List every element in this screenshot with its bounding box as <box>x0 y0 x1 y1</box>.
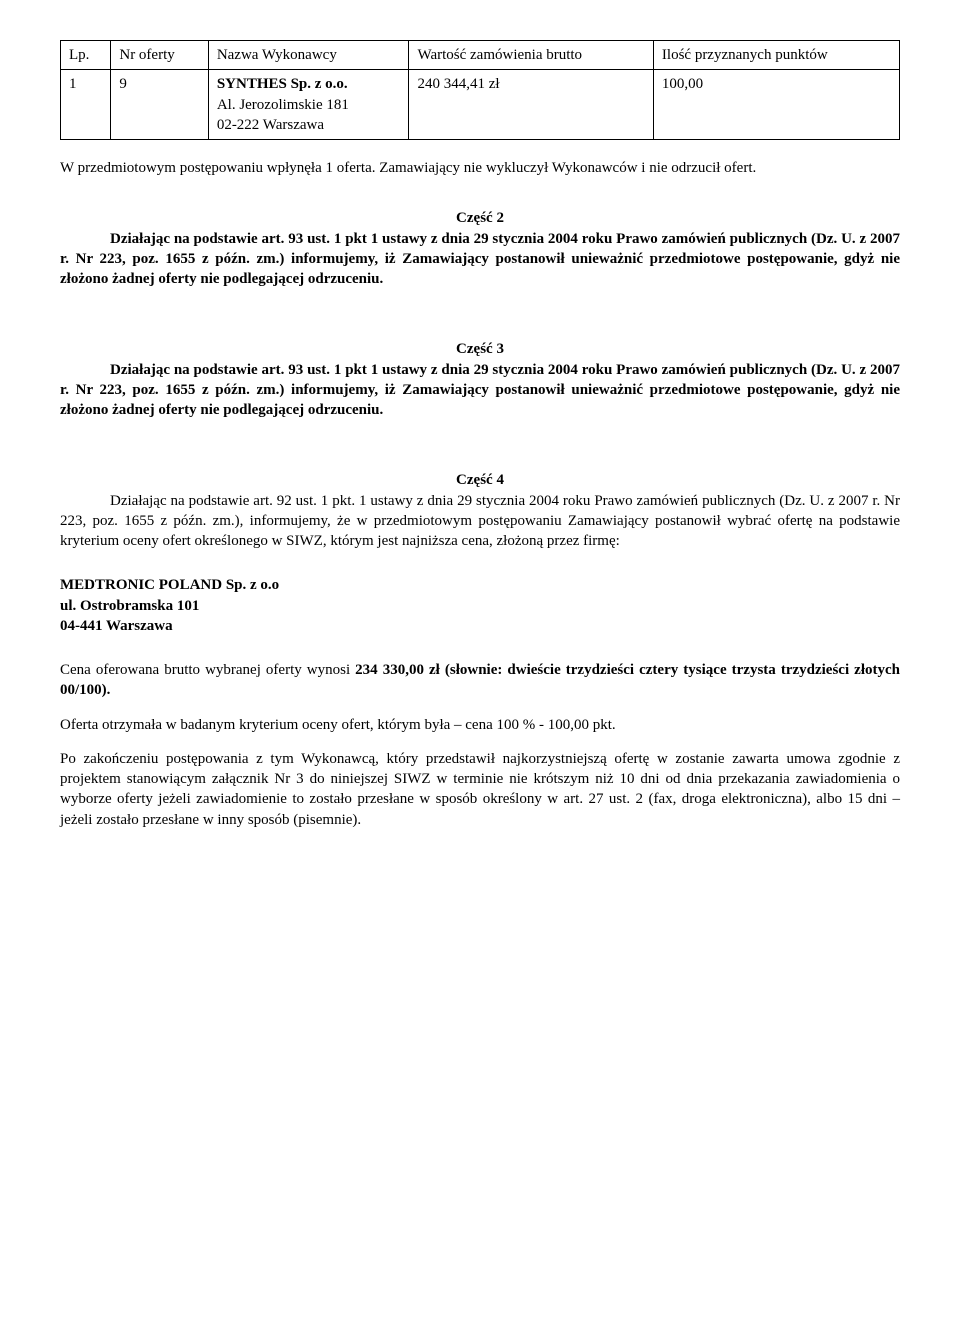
czesc4-text: Działając na podstawie art. 92 ust. 1 pk… <box>60 491 900 552</box>
offers-table: Lp. Nr oferty Nazwa Wykonawcy Wartość za… <box>60 40 900 140</box>
cell-nazwa: SYNTHES Sp. z o.o. Al. Jerozolimskie 181… <box>208 70 409 140</box>
czesc3-title: Część 3 <box>60 339 900 359</box>
th-nr: Nr oferty <box>111 41 208 70</box>
th-punkty: Ilość przyznanych punktów <box>653 41 899 70</box>
cell-nr: 9 <box>111 70 208 140</box>
czesc3-text: Działając na podstawie art. 93 ust. 1 pk… <box>60 360 900 421</box>
cena-prefix: Cena oferowana brutto wybranej oferty wy… <box>60 662 355 678</box>
czesc2-title: Część 2 <box>60 208 900 228</box>
oferta-line: Oferta otrzymała w badanym kryterium oce… <box>60 715 900 735</box>
final-para: Po zakończeniu postępowania z tym Wykona… <box>60 749 900 830</box>
czesc4-title: Część 4 <box>60 470 900 490</box>
table-header-row: Lp. Nr oferty Nazwa Wykonawcy Wartość za… <box>61 41 900 70</box>
th-lp: Lp. <box>61 41 111 70</box>
cell-wartosc: 240 344,41 zł <box>409 70 653 140</box>
company-block: MEDTRONIC POLAND Sp. z o.o ul. Ostrobram… <box>60 575 900 636</box>
table-row: 1 9 SYNTHES Sp. z o.o. Al. Jerozolimskie… <box>61 70 900 140</box>
company-line1: MEDTRONIC POLAND Sp. z o.o <box>60 575 900 595</box>
cena-line: Cena oferowana brutto wybranej oferty wy… <box>60 660 900 701</box>
company-line3: 04-441 Warszawa <box>60 616 900 636</box>
nazwa-rest: Al. Jerozolimskie 181 02-222 Warszawa <box>217 97 349 133</box>
cell-lp: 1 <box>61 70 111 140</box>
th-wartosc: Wartość zamówienia brutto <box>409 41 653 70</box>
th-nazwa: Nazwa Wykonawcy <box>208 41 409 70</box>
cell-punkty: 100,00 <box>653 70 899 140</box>
para-post-table: W przedmiotowym postępowaniu wpłynęła 1 … <box>60 158 900 178</box>
czesc2-text: Działając na podstawie art. 93 ust. 1 pk… <box>60 229 900 290</box>
company-line2: ul. Ostrobramska 101 <box>60 596 900 616</box>
nazwa-bold: SYNTHES Sp. z o.o. <box>217 76 348 92</box>
